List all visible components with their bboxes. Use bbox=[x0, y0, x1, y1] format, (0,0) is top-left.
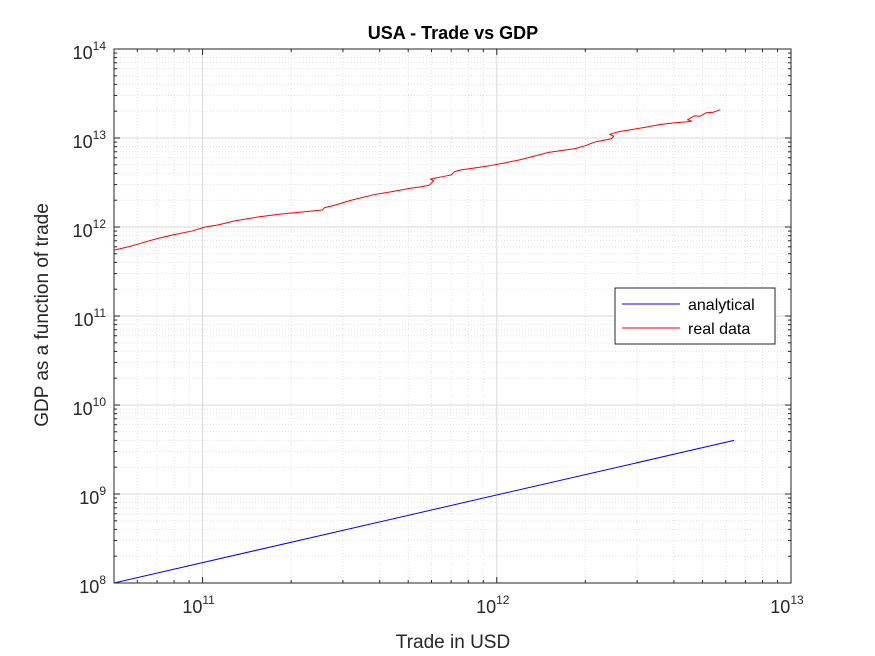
ticks bbox=[113, 48, 792, 584]
y-tick-label: 108 bbox=[79, 573, 106, 597]
x-tick-label: 1012 bbox=[476, 593, 510, 617]
legend-box bbox=[614, 287, 776, 345]
y-tick-label: 1012 bbox=[73, 217, 107, 241]
x-axis-label: Trade in USD bbox=[396, 632, 510, 653]
legend-label-real-data: real data bbox=[688, 321, 750, 338]
y-tick-label: 109 bbox=[79, 484, 106, 508]
y-tick-label: 1010 bbox=[73, 395, 107, 419]
series-line-real-data bbox=[113, 109, 721, 251]
y-tick-label: 1014 bbox=[73, 39, 107, 63]
tick-labels: 1011 1012 1013 108 109 1010 1011 1012 1013 1014 bbox=[73, 39, 804, 617]
series-layer bbox=[113, 109, 735, 584]
series-line-analytical bbox=[113, 439, 735, 584]
legend: analytical real data bbox=[614, 287, 776, 345]
x-tick-label: 1013 bbox=[770, 593, 804, 617]
y-tick-label: 1013 bbox=[73, 128, 107, 152]
legend-label-analytical: analytical bbox=[688, 297, 755, 314]
chart-title: USA - Trade vs GDP bbox=[368, 23, 538, 43]
y-tick-label: 1011 bbox=[74, 306, 107, 330]
y-axis-label: GDP as a function of trade bbox=[32, 203, 53, 427]
x-tick-label: 1011 bbox=[182, 593, 215, 617]
